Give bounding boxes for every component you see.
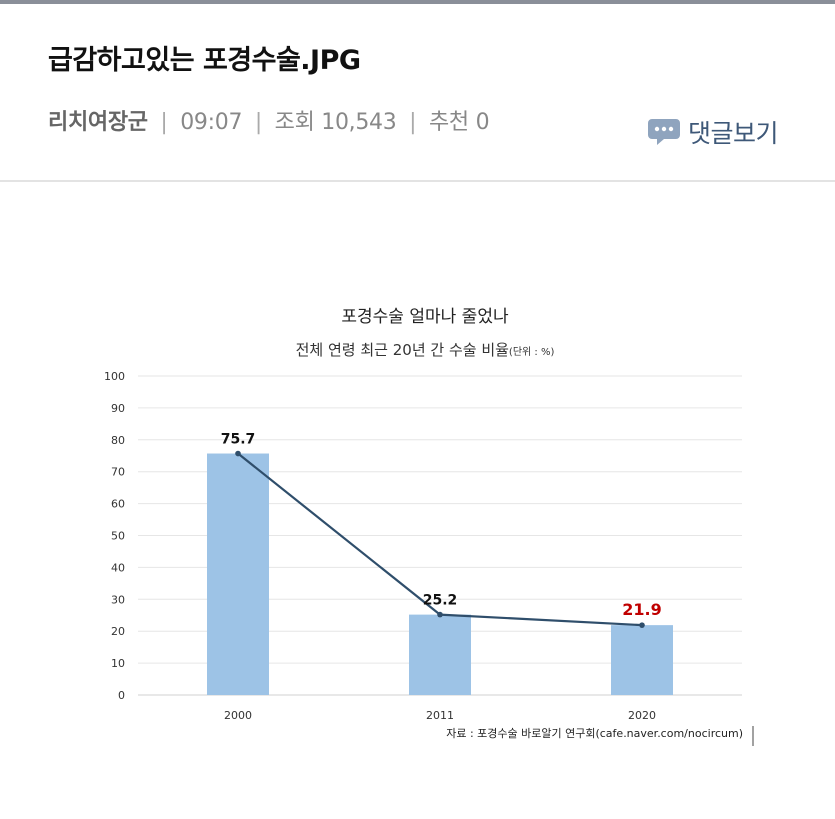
value-labels: 75.7 25.2 21.9 xyxy=(221,432,662,620)
line-point xyxy=(437,611,443,618)
chart-subtitle: 전체 연령 최근 20년 간 수술 비율 xyxy=(296,341,509,359)
bar xyxy=(409,614,471,695)
meta-separator: | xyxy=(409,110,417,135)
post-meta: 리치여장군 | 09:07 | 조회 10,543 | 추천 0 xyxy=(48,104,490,136)
recommend-label: 추천 xyxy=(428,110,469,135)
y-tick-label: 0 xyxy=(118,689,125,702)
chart-subtitle-line: 전체 연령 최근 20년 간 수술 비율(단위 : %) xyxy=(296,341,555,359)
data-label: 21.9 xyxy=(622,600,661,619)
comment-bubble-shape xyxy=(648,119,680,145)
chart-area: 포경수술 얼마나 줄었나 전체 연령 최근 20년 간 수술 비율(단위 : %… xyxy=(0,182,835,819)
post-time: 09:07 xyxy=(180,110,243,135)
header-divider xyxy=(0,180,835,182)
y-tick-label: 100 xyxy=(104,370,125,383)
y-tick-label: 10 xyxy=(111,657,125,670)
line-point xyxy=(235,450,241,457)
post-title: 급감하고있는 포경수술.JPG xyxy=(48,45,361,76)
x-tick-label: 2011 xyxy=(426,709,454,722)
trend-line xyxy=(235,450,645,628)
y-tick-label: 70 xyxy=(111,466,125,479)
post-header: 급감하고있는 포경수술.JPG 리치여장군 | 09:07 | 조회 10,54… xyxy=(0,4,835,180)
author-name[interactable]: 리치여장군 xyxy=(48,110,148,135)
recommend-count: 0 xyxy=(475,110,490,135)
meta-separator: | xyxy=(254,110,262,135)
x-tick-label: 2000 xyxy=(224,709,252,722)
views-count: 10,543 xyxy=(321,110,397,135)
line-point xyxy=(639,622,645,628)
y-tick-label: 30 xyxy=(111,593,125,606)
y-tick-label: 40 xyxy=(111,561,125,574)
bar xyxy=(207,453,269,695)
y-tick-label: 80 xyxy=(111,434,125,447)
view-comments-label[interactable]: 댓글보기 xyxy=(688,119,779,148)
chart-svg: 포경수술 얼마나 줄었나 전체 연령 최근 20년 간 수술 비율(단위 : %… xyxy=(104,307,754,746)
y-tick-label: 90 xyxy=(111,402,125,415)
comment-bubble-icon xyxy=(648,119,680,145)
y-tick-label: 20 xyxy=(111,625,125,638)
bar xyxy=(611,625,673,695)
data-label: 75.7 xyxy=(221,432,256,448)
y-tick-label: 50 xyxy=(111,530,125,543)
bars xyxy=(207,453,673,695)
data-label: 25.2 xyxy=(423,593,458,609)
chart-title: 포경수술 얼마나 줄었나 xyxy=(341,307,509,327)
chart-source: 자료 : 포경수술 바로알기 연구회(cafe.naver.com/nocirc… xyxy=(446,726,743,740)
views-label: 조회 xyxy=(274,110,315,135)
meta-separator: | xyxy=(160,110,168,135)
view-comments-button[interactable]: 댓글보기 xyxy=(648,114,779,150)
top-border xyxy=(0,0,835,4)
x-tick-label: 2020 xyxy=(628,709,656,722)
chart-unit-note: (단위 : %) xyxy=(509,345,555,358)
y-tick-label: 60 xyxy=(111,498,125,511)
x-axis-ticks: 2000 2011 2020 xyxy=(224,709,656,722)
y-axis-ticks: 0 10 20 30 40 50 60 70 80 90 100 xyxy=(104,370,125,702)
